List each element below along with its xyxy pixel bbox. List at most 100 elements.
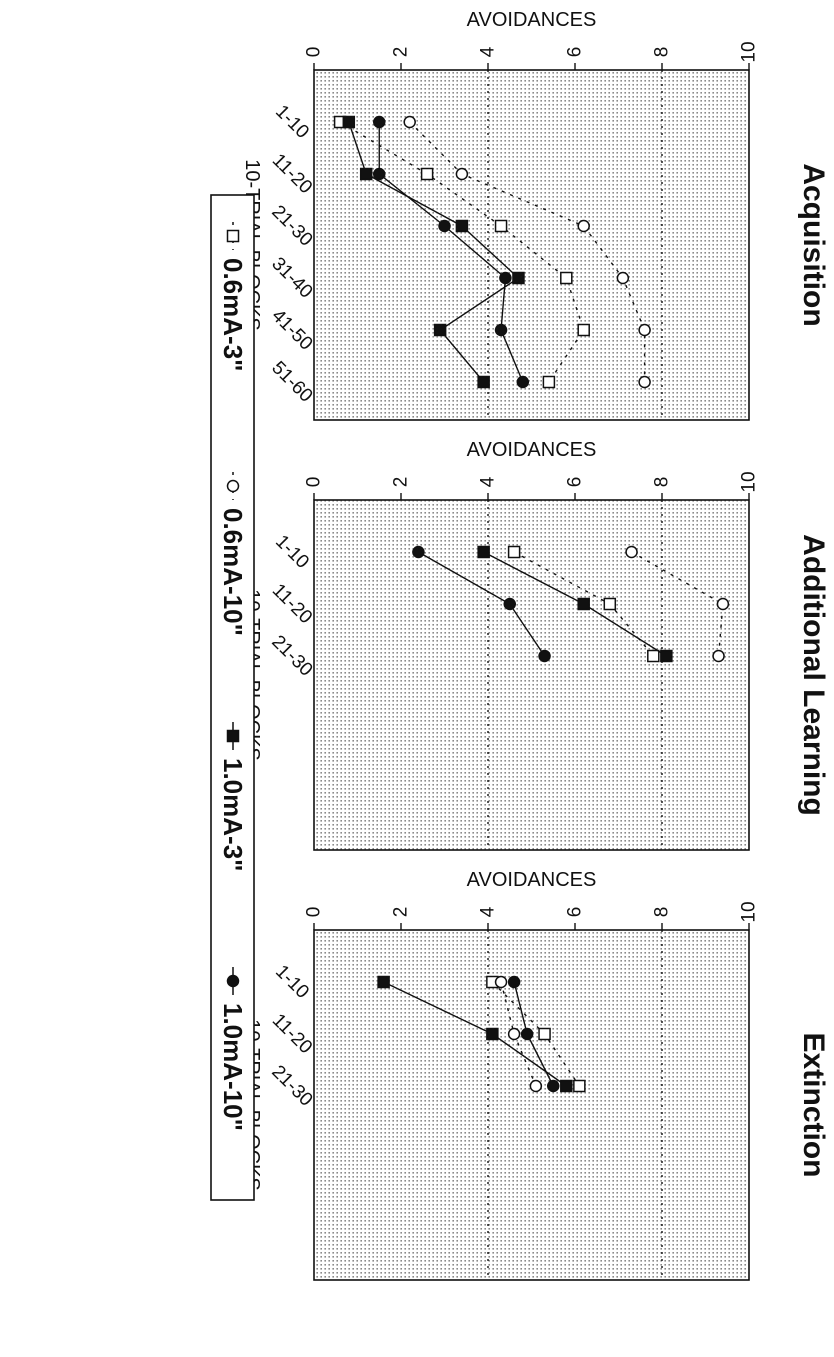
y-tick-label: 2 — [391, 47, 412, 58]
data-point — [538, 649, 551, 663]
data-point — [577, 219, 590, 233]
data-point — [342, 115, 356, 129]
data-point — [420, 167, 434, 181]
data-point — [647, 649, 660, 663]
legend-entry-0-6ma-3: 0.6mA-3" — [218, 222, 248, 371]
data-point — [477, 375, 490, 389]
data-point — [412, 545, 425, 559]
legend-entry-1-0ma-10: 1.0mA-10" — [218, 967, 248, 1131]
y-tick-label: 6 — [565, 907, 586, 918]
x-tick-label: 41-50 — [267, 305, 316, 354]
panel-acquisition: 0 2 4 6 8 10 AVOIDANCES 1-10 11-2021-3031-4041-5… — [241, 9, 830, 421]
panel-extinction: 0246810AVOIDANCES1-1011-2021-3010-TRIAL … — [241, 869, 830, 1281]
panel-title-text: Extinction — [797, 1032, 830, 1177]
x-tick-label: 31-40 — [267, 253, 316, 302]
data-point — [486, 1027, 499, 1041]
y-tick-label: 8 — [652, 477, 673, 488]
data-point — [520, 1027, 534, 1041]
y-tick-label: 6 — [565, 47, 586, 58]
data-point — [373, 115, 386, 129]
series-line — [348, 121, 520, 383]
y-tick-label: 4 — [478, 476, 499, 487]
data-point — [477, 545, 490, 559]
panel-title-text: Acquisition — [797, 163, 830, 326]
x-tick-label: 51-60 — [267, 357, 316, 406]
data-point — [507, 975, 521, 989]
data-point — [660, 649, 673, 663]
data-point — [603, 597, 617, 611]
data-point — [433, 323, 447, 337]
legend-label: 1.0mA-10" — [218, 1003, 248, 1131]
panel-title: Additional Learning — [797, 534, 830, 816]
y-tick-label: 2 — [391, 907, 412, 918]
legend-entry-0-6ma-10: 0.6mA-10" — [218, 472, 248, 636]
legend-box — [210, 194, 255, 1201]
series-line — [500, 981, 537, 1087]
series-1-0ma-10 — [373, 115, 530, 389]
series-0-6ma-10 — [494, 975, 543, 1093]
panel-title: Acquisition — [797, 163, 830, 326]
panel-title: Extinction — [797, 1032, 830, 1177]
data-point — [494, 219, 508, 233]
data-point — [512, 271, 525, 285]
data-point — [538, 1027, 551, 1041]
legend-label: 0.6mA-3" — [218, 258, 248, 371]
data-point — [503, 597, 516, 611]
data-point — [577, 323, 590, 337]
plot-frame — [313, 499, 750, 851]
series-line — [378, 122, 524, 383]
series-0-6ma-3 — [486, 975, 586, 1093]
y-tick-label: 8 — [652, 47, 673, 58]
legend-marker — [226, 229, 240, 243]
data-point — [359, 167, 373, 181]
legend: 0.6mA-3" 0.6mA-10" 1.0mA-3" 1.0mA-10" — [210, 194, 255, 1201]
plot-frame — [313, 929, 750, 1281]
x-tick-label: 21-30 — [267, 201, 316, 250]
series-1-0ma-10 — [412, 545, 551, 663]
x-tick-label: 11-20 — [268, 580, 316, 628]
legend-marker — [226, 974, 240, 988]
y-tick-label: 6 — [565, 477, 586, 488]
data-point — [438, 219, 451, 233]
y-tick-label: 0 — [304, 477, 325, 488]
y-tick-label: 4 — [478, 906, 499, 917]
data-point — [507, 545, 521, 559]
data-point — [507, 1027, 521, 1041]
plot-area — [314, 500, 749, 850]
series-1-0ma-3 — [377, 975, 573, 1093]
data-point — [377, 975, 390, 989]
x-tick-label: 1-10 — [271, 531, 313, 573]
data-point — [638, 323, 651, 337]
data-point — [616, 271, 630, 285]
x-tick-label: 11-20 — [268, 150, 316, 198]
data-point — [403, 115, 416, 129]
plot-frame — [313, 69, 750, 421]
panel-title-text: Additional Learning — [797, 534, 830, 816]
plot-area — [314, 930, 749, 1280]
y-tick-label: 10 — [739, 471, 760, 492]
series-0-6ma-10 — [625, 545, 730, 663]
legend-marker — [226, 729, 240, 743]
series-0-6ma-10 — [403, 115, 651, 389]
legend-marker — [226, 479, 240, 493]
y-tick-label: 10 — [739, 41, 760, 62]
data-point — [712, 649, 725, 663]
data-point — [499, 271, 512, 285]
data-point — [560, 271, 573, 285]
y-tick-label: 8 — [652, 907, 673, 918]
data-point — [625, 545, 638, 559]
data-point — [455, 167, 469, 181]
data-point — [516, 375, 530, 389]
y-axis-title: AVOIDANCES — [467, 439, 597, 461]
data-point — [577, 597, 590, 611]
legend-label: 1.0mA-3" — [218, 758, 248, 871]
x-tick-label: 1-10 — [271, 961, 313, 1003]
y-axis-title: AVOIDANCES — [467, 9, 597, 31]
x-tick-label: 1-10 — [271, 101, 313, 143]
data-point — [638, 375, 651, 389]
data-point — [547, 1079, 560, 1093]
x-tick-label: 21-30 — [267, 631, 316, 680]
